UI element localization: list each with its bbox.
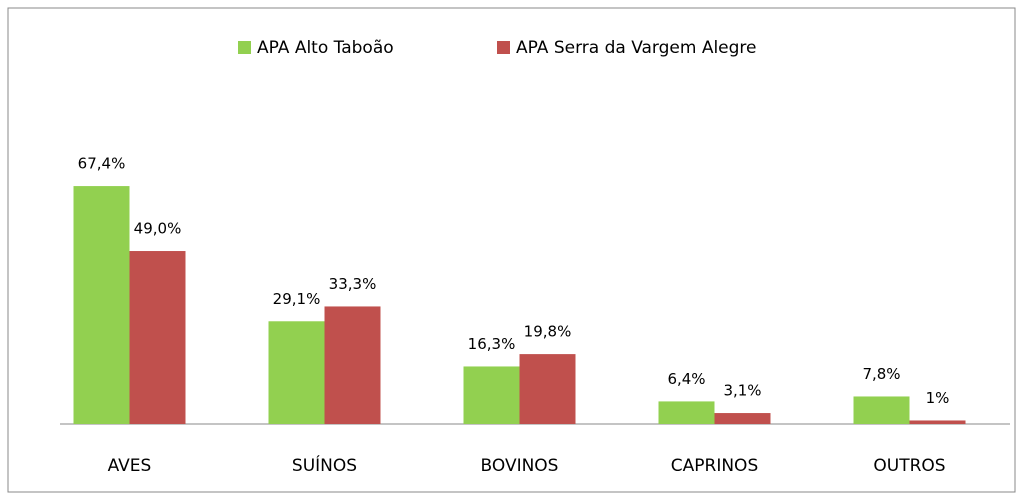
data-label: 33,3% [329,275,377,293]
data-label: 67,4% [78,155,126,173]
x-tick-label: CAPRINOS [671,456,758,476]
bar [129,251,186,424]
data-label: 29,1% [273,290,321,308]
bar [324,306,381,424]
legend-swatch [497,41,510,54]
data-label: 49,0% [134,220,182,238]
x-tick-label: OUTROS [873,456,945,476]
bar [73,186,130,424]
bar [853,396,910,424]
data-label: 3,1% [723,382,761,400]
data-label: 6,4% [667,370,705,388]
bar [519,354,576,424]
x-tick-label: AVES [108,456,152,476]
legend-swatch [238,41,251,54]
bar [714,413,771,424]
bar [909,420,966,424]
legend-label: APA Alto Taboão [257,38,394,58]
data-label: 1% [926,389,950,407]
data-label: 19,8% [524,323,572,341]
x-tick-label: SUÍNOS [292,454,357,476]
bar [658,401,715,424]
bar [463,366,520,424]
bar [268,321,325,424]
data-label: 16,3% [468,335,516,353]
x-tick-label: BOVINOS [481,456,559,476]
legend-label: APA Serra da Vargem Alegre [516,38,757,58]
data-label: 7,8% [862,365,900,383]
